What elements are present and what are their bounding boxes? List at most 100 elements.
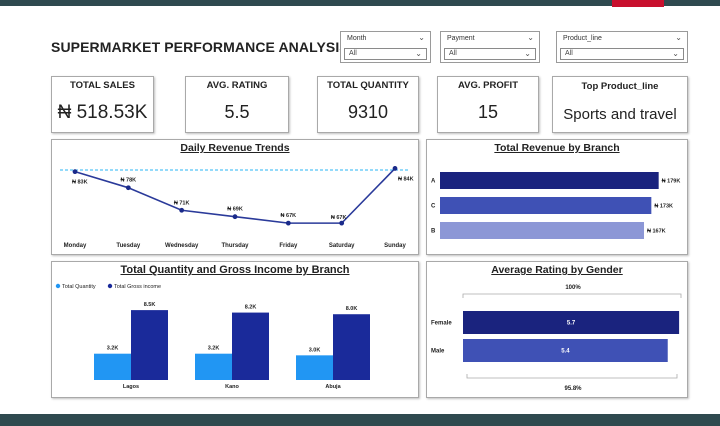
revenue-point: [285, 220, 291, 226]
gender-rating-bar: [463, 311, 680, 334]
revenue-data-label: ₦ 67K: [281, 213, 297, 219]
gross-income-bar: [131, 310, 168, 380]
payment-filter[interactable]: Payment ⌄ All ⌄: [440, 31, 540, 63]
revenue-by-branch-panel: Total Revenue by Branch A ₦ 179K C ₦ 173K B ₦…: [426, 139, 688, 255]
total-sales-value: ₦ 518.53K: [57, 102, 148, 123]
chevron-down-icon[interactable]: ⌄: [418, 33, 425, 42]
gross-income-bar: [333, 314, 370, 380]
legend-income-marker: [107, 283, 113, 289]
gender-axis-label: Female: [431, 321, 452, 327]
day-tick-label: Tuesday: [116, 243, 141, 249]
branch-revenue-bar: [440, 172, 659, 189]
quantity-bar: [296, 355, 333, 380]
chevron-down-icon[interactable]: ⌄: [672, 49, 679, 58]
revenue-point: [232, 214, 238, 220]
quantity-income-title: Total Quantity and Gross Income by Branc…: [120, 264, 350, 276]
payment-filter-dropdown[interactable]: All ⌄: [444, 48, 536, 60]
product-line-filter-dropdown[interactable]: All ⌄: [560, 48, 684, 60]
avg-profit-value: 15: [477, 102, 499, 122]
bottom-bar: [0, 414, 720, 426]
branch-tick-label: Lagos: [123, 384, 139, 390]
product-line-filter-label: Product_line: [563, 35, 602, 42]
revenue-data-label: ₦ 71K: [174, 200, 190, 206]
top-product-line-card: Top Product_line Sports and travel: [552, 76, 688, 133]
income-data-label: 8.0K: [346, 306, 358, 312]
income-data-label: 8.2K: [245, 305, 257, 311]
quantity-data-label: 3.2K: [208, 346, 220, 352]
quantity-data-label: 3.0K: [309, 347, 321, 353]
legend-income-label: Total Gross income: [114, 284, 161, 290]
product-line-filter-value: All: [565, 50, 573, 57]
scale-bottom-bracket: [466, 374, 678, 379]
gross-income-bar: [232, 312, 269, 380]
revenue-point: [125, 185, 131, 191]
total-quantity-label: TOTAL QUANTITY: [327, 80, 409, 91]
rating-by-gender-panel: Average Rating by Gender 100% 95.8% Female…: [426, 261, 688, 398]
top-product-line-value: Sports and travel: [563, 106, 677, 123]
daily-revenue-chart: ₦ 83K Monday ₦ 78K Tuesday ₦ 71K Wednesday ₦ 6…: [60, 166, 414, 249]
page-title: SUPERMARKET PERFORMANCE ANALYSIS: [51, 39, 349, 55]
legend-quantity-label: Total Quantity: [62, 284, 96, 290]
revenue-data-label: ₦ 69K: [227, 207, 243, 213]
top-red-marker: [612, 0, 664, 7]
avg-profit-card: AVG. PROFIT 15: [437, 76, 539, 133]
branch-axis-label: B: [431, 229, 436, 235]
quantity-income-chart: Total Quantity Total Gross income 3.2K 8.5K…: [55, 283, 370, 390]
revenue-by-branch-chart: A ₦ 179K C ₦ 173K B ₦ 167K: [431, 172, 681, 239]
total-sales-label: TOTAL SALES: [70, 80, 135, 91]
scale-max-label: 100%: [565, 285, 581, 291]
revenue-data-label: ₦ 84K: [398, 176, 414, 182]
revenue-point: [72, 169, 78, 175]
revenue-data-label: ₦ 78K: [121, 178, 137, 184]
branch-axis-label: C: [431, 204, 436, 210]
chevron-down-icon[interactable]: ⌄: [675, 33, 682, 42]
total-quantity-value: 9310: [347, 102, 389, 122]
income-data-label: 8.5K: [144, 302, 156, 308]
month-filter-label: Month: [347, 35, 367, 42]
total-quantity-card: TOTAL QUANTITY 9310: [317, 76, 419, 133]
quantity-bar: [195, 353, 232, 380]
payment-filter-label: Payment: [447, 35, 475, 42]
daily-revenue-title: Daily Revenue Trends: [180, 142, 290, 154]
day-tick-label: Thursday: [221, 243, 249, 249]
quantity-income-panel: Total Quantity and Gross Income by Branc…: [51, 261, 419, 398]
rating-by-gender-chart: 100% 95.8% Female 5.7 Male 5.4: [431, 285, 682, 392]
avg-rating-label: AVG. RATING: [206, 80, 268, 91]
month-filter-dropdown[interactable]: All ⌄: [344, 48, 427, 60]
payment-filter-value: All: [449, 50, 457, 57]
rating-by-gender-title: Average Rating by Gender: [491, 264, 623, 276]
legend-quantity-marker: [55, 283, 61, 289]
branch-revenue-bar: [440, 197, 652, 214]
revenue-point: [339, 220, 345, 226]
gender-rating-label: 5.4: [561, 349, 570, 355]
daily-revenue-panel: Daily Revenue Trends ₦ 83K Monday ₦ 78K Tue…: [51, 139, 419, 255]
chevron-down-icon[interactable]: ⌄: [415, 49, 422, 58]
branch-axis-label: A: [431, 179, 436, 185]
day-tick-label: Wednesday: [165, 243, 199, 249]
scale-top-bracket: [462, 293, 682, 298]
product-line-filter[interactable]: Product_line ⌄ All ⌄: [556, 31, 688, 63]
revenue-by-branch-title: Total Revenue by Branch: [494, 142, 620, 154]
day-tick-label: Monday: [64, 243, 87, 249]
revenue-point: [392, 166, 398, 171]
scale-min-label: 95.8%: [564, 386, 582, 392]
day-tick-label: Sunday: [384, 243, 406, 249]
branch-revenue-label: ₦ 167K: [647, 229, 666, 235]
day-tick-label: Friday: [279, 243, 298, 249]
gender-axis-label: Male: [431, 349, 445, 355]
branch-revenue-label: ₦ 173K: [654, 204, 673, 210]
avg-rating-card: AVG. RATING 5.5: [185, 76, 289, 133]
chevron-down-icon[interactable]: ⌄: [527, 33, 534, 42]
quantity-bar: [94, 353, 131, 380]
revenue-point: [179, 207, 185, 213]
month-filter[interactable]: Month ⌄ All ⌄: [340, 31, 431, 63]
revenue-data-label: ₦ 83K: [72, 180, 88, 186]
month-filter-value: All: [349, 50, 357, 57]
avg-profit-label: AVG. PROFIT: [458, 80, 518, 91]
chevron-down-icon[interactable]: ⌄: [524, 49, 531, 58]
top-accent-bar: [0, 0, 720, 6]
branch-revenue-label: ₦ 179K: [662, 179, 681, 185]
total-sales-card: TOTAL SALES ₦ 518.53K: [51, 76, 154, 133]
quantity-data-label: 3.2K: [107, 346, 119, 352]
day-tick-label: Saturday: [329, 243, 355, 249]
